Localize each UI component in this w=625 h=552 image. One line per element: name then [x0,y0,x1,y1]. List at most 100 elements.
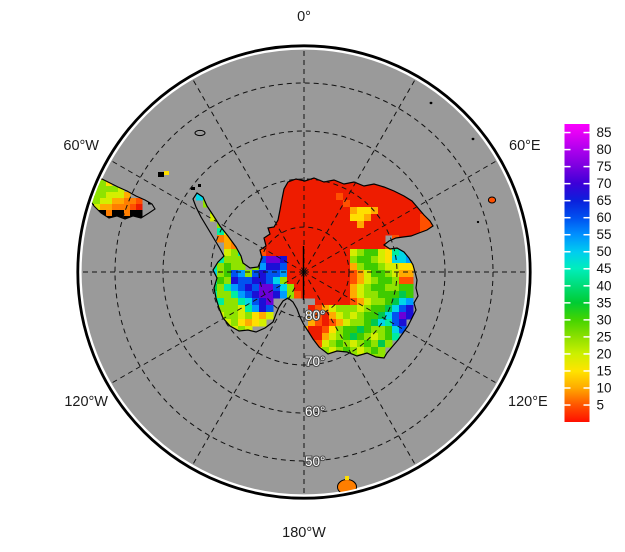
data-cell [385,326,393,334]
data-cell [315,333,323,341]
data-cell [413,221,421,229]
data-cell [231,256,239,264]
data-cell [245,305,253,313]
heard-dot [476,220,480,224]
data-cell [399,263,407,271]
data-cell [266,242,274,250]
data-cell [392,270,400,278]
data-cell [385,305,393,313]
data-cell [273,228,281,236]
data-cell [378,312,386,320]
data-cell [350,326,358,334]
colorbar-tick-right [583,182,590,185]
data-cell [294,179,302,187]
data-cell [357,305,365,313]
data-cell [217,284,225,292]
data-cell [287,256,295,264]
data-cell [406,298,414,306]
data-cell [413,214,421,222]
data-cell [392,277,400,285]
data-cell [287,228,295,236]
colorbar-tick-label: 75 [597,159,612,174]
data-cell [343,333,351,341]
data-cell [217,270,225,278]
south-orkney-speck-2 [164,171,169,175]
colorbar-tick-label: 60 [597,210,612,225]
colorbar-tick-label: 10 [597,380,612,395]
data-cell [280,284,288,292]
data-cell [118,198,125,205]
data-cell [357,221,365,229]
data-cell [217,305,225,313]
data-cell [427,221,433,229]
data-cell [308,228,316,236]
data-cell [371,347,379,355]
data-cell [301,228,309,236]
data-cell [336,200,344,208]
data-cell [364,214,372,222]
data-cell [329,333,337,341]
data-cell [294,249,302,257]
colorbar-tick-left [564,268,571,270]
data-cell [224,270,232,278]
colorbar-tick-label: 40 [597,278,612,293]
data-cell [106,192,113,199]
data-cell [231,277,239,285]
data-cell [301,249,309,257]
data-cell [252,298,260,306]
data-cell [406,263,414,271]
data-cell [315,291,323,299]
data-cell [329,242,337,250]
data-cell [130,198,137,205]
data-cell [385,291,393,299]
data-cell [273,270,281,278]
data-cell [308,270,316,278]
data-cell [301,284,309,292]
data-cell [136,210,143,217]
lon-60w: 60°W [63,138,99,154]
data-cell [343,284,351,292]
data-cell [420,221,428,229]
data-cell [322,326,330,334]
colorbar-tick-right [583,302,590,304]
data-cell [385,312,393,320]
data-cell [287,263,295,271]
data-cell [350,214,358,222]
data-cell [280,249,288,257]
data-cell [322,186,330,194]
data-cell [378,340,386,348]
data-cell [315,312,323,320]
data-cell [371,221,379,229]
data-cell [94,192,101,199]
data-cell [136,204,143,211]
data-cell [301,193,309,201]
data-cell [329,214,337,222]
data-cell [343,242,351,250]
longitude-line [303,160,497,273]
data-cell [371,263,379,271]
data-cell [294,186,302,194]
data-cell [350,312,358,320]
data-cell [259,270,267,278]
data-cell [399,312,407,320]
colorbar-tick-left [564,199,571,202]
data-cell [399,291,407,299]
data-cell [378,228,386,236]
data-cell [364,284,372,292]
data-cell [287,284,295,292]
colorbar: 85 80 75 70 65 60 55 50 45 40 35 30 25 20 15 10 5 [564,124,612,422]
data-cell [385,263,393,271]
data-cell [329,270,337,278]
data-cell [301,179,309,187]
data-cell [294,270,302,278]
data-cell [259,277,267,285]
data-cell [371,256,379,264]
data-cell [385,256,393,264]
data-cell [308,214,316,222]
data-cell [315,228,323,236]
data-cell [364,186,372,194]
data-cell [350,263,358,271]
data-cell [336,186,344,194]
south-georgia-island [194,129,206,137]
data-cell [217,291,225,299]
